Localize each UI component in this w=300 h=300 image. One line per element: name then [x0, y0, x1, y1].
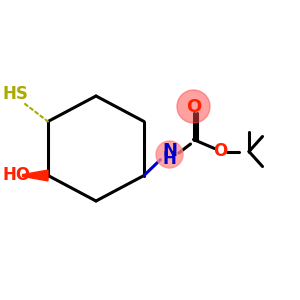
Text: O: O [186, 98, 201, 116]
Text: H: H [163, 150, 176, 168]
Text: N: N [162, 142, 177, 160]
Text: HS: HS [3, 85, 29, 103]
Ellipse shape [156, 141, 183, 168]
Text: HO: HO [3, 167, 31, 184]
Text: O: O [213, 142, 228, 160]
Circle shape [177, 90, 210, 123]
Polygon shape [22, 170, 48, 181]
